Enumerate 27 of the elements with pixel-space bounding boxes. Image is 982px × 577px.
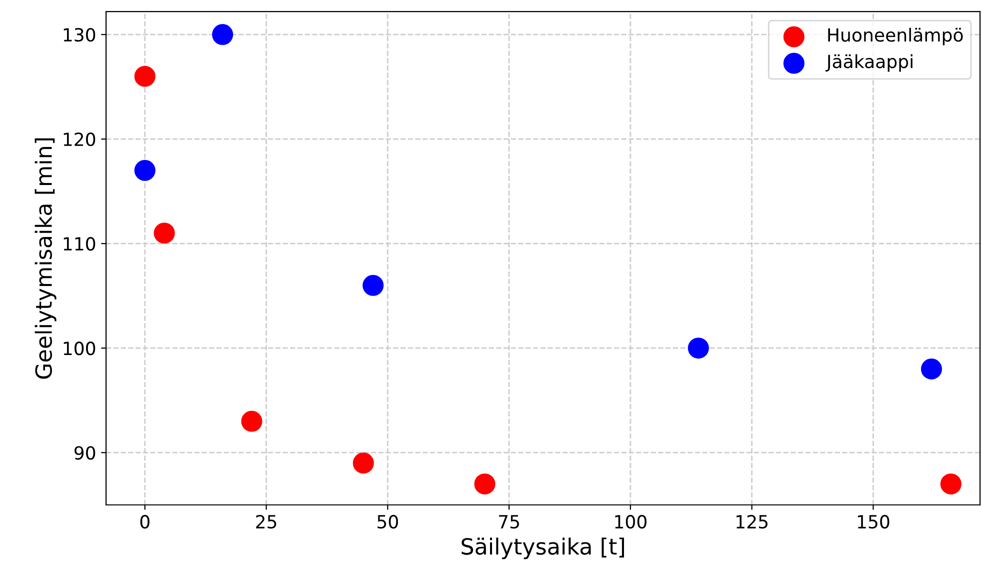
y-tick-label: 120	[64, 132, 96, 146]
x-tick-label: 0	[140, 514, 150, 529]
point	[940, 473, 962, 494]
point	[688, 338, 709, 359]
x-tick-label: 125	[736, 514, 768, 529]
legend-label: Jääkaappi	[826, 54, 912, 72]
point	[241, 410, 262, 432]
x-axis-title: Säilytysaika [t]	[462, 538, 624, 560]
x-tick-label: 50	[378, 514, 398, 529]
x-tick-label: 75	[499, 515, 519, 529]
y-tick-label: 110	[64, 237, 96, 251]
legend-label: Huoneenlämpö	[828, 28, 963, 46]
y-axis-title: Geeliytymisaika [min]	[34, 138, 56, 379]
point	[134, 160, 156, 181]
point	[362, 274, 384, 296]
point	[154, 222, 175, 244]
point	[920, 358, 942, 380]
point	[134, 66, 156, 87]
y-tick-label: 100	[64, 342, 96, 356]
x-tick-label: 100	[615, 514, 646, 529]
y-tick-label: 130	[64, 28, 96, 42]
x-tick-label: 150	[858, 514, 890, 529]
point	[212, 24, 234, 46]
y-tick-label: 90	[74, 446, 96, 460]
x-tick-label: 25	[256, 514, 276, 529]
point	[352, 452, 374, 474]
point	[474, 473, 496, 494]
